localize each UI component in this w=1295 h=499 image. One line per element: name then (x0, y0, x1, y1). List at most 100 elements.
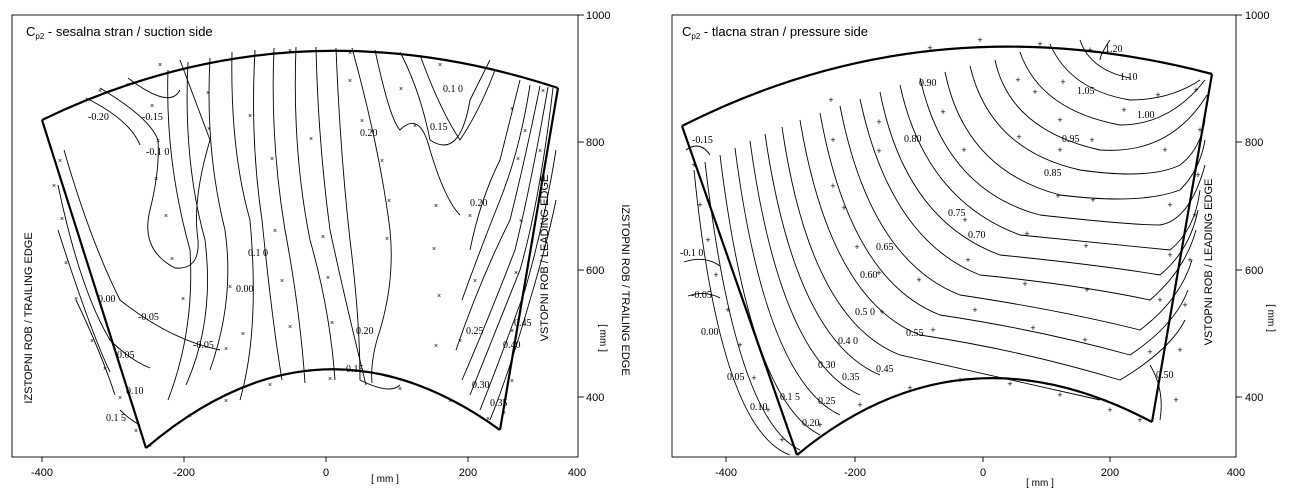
x-tick-label: -400 (31, 467, 53, 479)
contour-label: 0.50 (1156, 370, 1174, 381)
chart-title: Cp2 - tlacna stran / pressure side (682, 24, 868, 41)
measurement-marker: × (58, 158, 62, 165)
measurement-marker: + (1193, 85, 1198, 95)
measurement-marker: + (1083, 241, 1088, 251)
measurement-marker: + (876, 146, 881, 156)
y-tick-label: 600 (1245, 265, 1263, 277)
measurement-marker: + (977, 35, 982, 45)
measurement-marker: + (1137, 415, 1142, 425)
y-tick-label: 400 (586, 392, 604, 404)
measurement-marker: × (541, 88, 545, 95)
measurement-marker: + (1015, 75, 1020, 85)
measurement-marker: × (510, 378, 514, 385)
measurement-marker: + (1162, 145, 1167, 155)
domain-boundary (40, 49, 560, 449)
contour-label: 0.35 (842, 372, 860, 383)
contour-label: -0.05 (193, 340, 214, 351)
measurement-marker: × (437, 293, 441, 300)
measurement-marker: × (90, 338, 94, 345)
measurement-marker: + (965, 255, 970, 265)
contour-label: 0.25 (818, 396, 836, 407)
measurement-marker: + (828, 95, 833, 105)
x-axis: -400 -200 0 200 400 [ mm ] (31, 457, 586, 485)
measurement-marker: × (228, 284, 232, 291)
measurement-marker: × (288, 324, 292, 331)
measurement-marker: + (1057, 145, 1062, 155)
x-tick-label: 200 (459, 467, 477, 479)
contour-label: -0.1 0 (146, 147, 169, 158)
contour-label: 0.1 0 (248, 248, 268, 259)
y-axis-label: [ mm ] (1265, 304, 1276, 332)
x-axis-label: [ mm ] (371, 474, 399, 485)
chart-title: Cp2 - sesalna stran / suction side (26, 24, 213, 41)
contour-label: 0.10 (126, 386, 144, 397)
measurement-marker: × (181, 296, 185, 303)
boundary-left (680, 125, 799, 456)
measurement-marker: × (434, 203, 438, 210)
measurement-marker: × (321, 234, 325, 241)
measurement-marker: × (154, 176, 158, 183)
measurement-marker: + (1089, 135, 1094, 145)
measurement-marker: + (737, 340, 742, 350)
measurement-marker: + (1024, 229, 1029, 239)
measurement-marker: × (432, 246, 436, 253)
measurement-marker: + (830, 135, 835, 145)
measurement-marker: × (273, 228, 277, 235)
measurement-marker: + (1187, 255, 1192, 265)
measurement-marker: × (380, 158, 384, 165)
measurement-marker: + (841, 203, 846, 213)
measurement-marker: × (438, 62, 442, 69)
measurement-marker: × (134, 428, 138, 435)
measurement-marker: + (751, 373, 756, 383)
contour-label: 0.25 (466, 326, 484, 337)
measurement-marker: + (1147, 347, 1152, 357)
measurement-marker: + (1082, 335, 1087, 345)
measurement-marker: × (74, 296, 78, 303)
measurement-marker: + (830, 181, 835, 191)
measurement-marker: × (126, 82, 130, 89)
measurement-markers: + + + + + + + + + + + + + + + + + + + + + + + + + + + + + + + + + + + + + + + +… (691, 35, 1202, 445)
contour-label: 0.1 5 (106, 413, 126, 424)
contour-label: 0.15 (346, 364, 364, 375)
contour-label: -0.05 (138, 312, 159, 323)
contour-label: 0.00 (98, 294, 116, 305)
plot-frame (671, 14, 1237, 458)
measurement-marker: + (691, 160, 696, 170)
measurement-marker: + (1192, 210, 1197, 220)
measurement-marker: × (387, 198, 391, 205)
measurement-marker: × (188, 413, 192, 420)
contour-label: 0.30 (472, 380, 490, 391)
boundary-top (41, 49, 559, 121)
measurement-marker: × (348, 78, 352, 85)
measurement-marker: + (697, 200, 702, 210)
contour-label: 0.75 (948, 208, 966, 219)
measurement-marker: × (268, 382, 272, 389)
boundary-top (681, 45, 1213, 127)
y-axis-label: [ mm ] (597, 324, 608, 352)
measurement-marker: × (270, 156, 274, 163)
measurement-marker: × (207, 126, 211, 133)
contour-labels: 1.20 1.10 1.05 1.00 0.90 0.95 0.80 0.85 … (680, 44, 1174, 429)
measurement-marker: + (1030, 323, 1035, 333)
contour-label: 0.90 (919, 78, 937, 89)
measurement-marker: × (98, 88, 102, 95)
measurement-marker: + (907, 383, 912, 393)
measurement-marker: × (64, 260, 68, 267)
contour-label: 0.30 (818, 360, 836, 371)
measurement-marker: + (705, 235, 710, 245)
y-tick-label: 800 (586, 137, 604, 149)
measurement-marker: + (857, 400, 862, 410)
measurement-marker: + (1121, 105, 1126, 115)
isolines (57, 46, 557, 426)
contour-label: 0.5 0 (855, 307, 875, 318)
measurement-marker: + (1173, 395, 1178, 405)
measurement-marker: × (328, 376, 332, 383)
contour-label: 0.55 (906, 328, 924, 339)
measurement-marker: + (876, 268, 881, 278)
measurement-marker: + (927, 43, 932, 53)
measurement-marker: × (486, 416, 490, 423)
measurement-marker: × (164, 213, 168, 220)
measurement-marker: × (170, 256, 174, 263)
contour-label: 0.35 (490, 398, 508, 409)
